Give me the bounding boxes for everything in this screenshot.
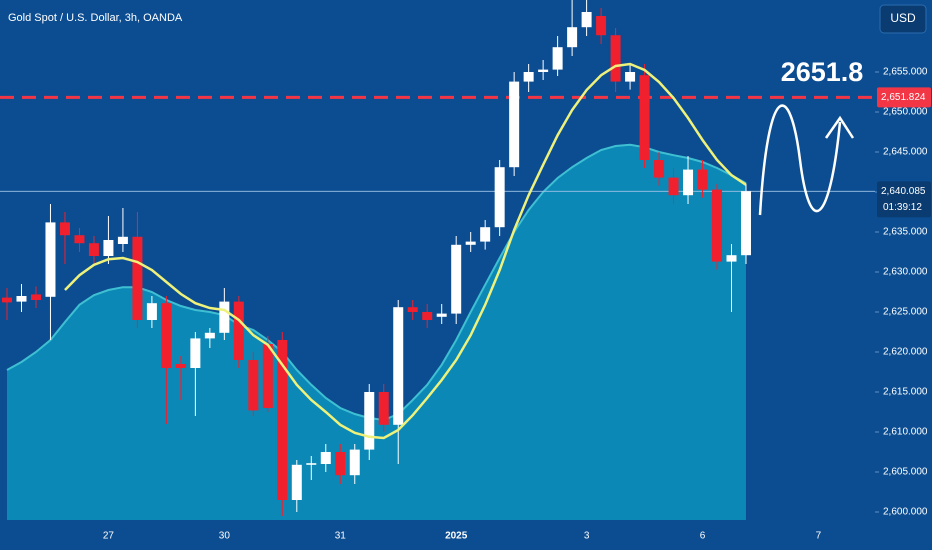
- candle-body: [480, 227, 491, 242]
- candle-body: [451, 244, 462, 314]
- candle-body: [45, 222, 56, 297]
- x-tick-label: 2025: [445, 531, 468, 542]
- candle-body: [190, 338, 201, 368]
- candle-body: [219, 301, 230, 333]
- candle-body: [335, 452, 346, 476]
- plot-area: [0, 0, 879, 521]
- candle-body: [146, 303, 157, 320]
- y-tick-label: 2,625.000: [883, 307, 928, 318]
- chart-title: Gold Spot / U.S. Dollar, 3h, OANDA: [8, 12, 183, 24]
- candle-body: [16, 296, 27, 302]
- y-tick-label: 2,620.000: [883, 347, 928, 358]
- candle-body: [697, 169, 708, 190]
- x-tick-label: 27: [103, 531, 115, 542]
- x-tick-label: 6: [700, 531, 706, 542]
- candle-body: [248, 360, 259, 411]
- candle-body: [103, 240, 114, 256]
- candle-body: [494, 167, 505, 228]
- candle-body: [364, 392, 375, 450]
- candle-body: [262, 344, 273, 408]
- candle-body: [175, 364, 186, 368]
- candle-body: [117, 236, 128, 244]
- arrow-head: [824, 115, 855, 139]
- candle-body: [204, 332, 215, 339]
- candle-body: [683, 169, 694, 196]
- y-tick-label: 2,600.000: [883, 507, 928, 518]
- y-tick-label: 2,655.000: [883, 67, 928, 78]
- x-tick-label: 7: [816, 531, 822, 542]
- projection-arrow: [758, 104, 842, 216]
- candle-body: [668, 177, 679, 196]
- x-tick-label: 31: [335, 531, 347, 542]
- candle-body: [407, 307, 418, 312]
- candle-body: [654, 160, 665, 178]
- candle-body: [132, 236, 143, 320]
- y-tick-label: 2,610.000: [883, 427, 928, 438]
- candle-body: [320, 452, 331, 464]
- y-tick-label: 2,605.000: [883, 467, 928, 478]
- price-tag-label: 2,640.085: [881, 186, 926, 197]
- annotation: 2651.8: [781, 57, 864, 87]
- candle-body: [509, 81, 520, 168]
- candle-body: [74, 235, 85, 244]
- candle-body: [88, 243, 99, 256]
- candle-body: [726, 255, 737, 262]
- y-tick-label: 2,635.000: [883, 227, 928, 238]
- y-tick-label: 2,630.000: [883, 267, 928, 278]
- candle-body: [625, 72, 636, 82]
- candle-body: [30, 294, 41, 300]
- x-tick-label: 30: [219, 531, 231, 542]
- candle-body: [596, 16, 607, 36]
- moving-average: [64, 62, 747, 440]
- candle-body: [465, 241, 476, 245]
- candle-body: [610, 35, 621, 82]
- candle-body: [393, 307, 404, 425]
- candle-body: [161, 303, 172, 368]
- indicator-area-edge: [6, 143, 747, 422]
- y-tick-label: 2,650.000: [883, 107, 928, 118]
- candle-body: [740, 191, 751, 256]
- candle-body: [378, 392, 389, 425]
- candle-body: [712, 189, 723, 262]
- price-tag: [877, 87, 931, 108]
- candle-body: [436, 313, 447, 317]
- candle-body: [59, 222, 70, 236]
- candle-body: [349, 449, 360, 476]
- candle-body: [277, 340, 288, 500]
- y-tick-label: 2,645.000: [883, 147, 928, 158]
- candle-body: [422, 312, 433, 320]
- countdown-label: 01:39:12: [883, 202, 922, 213]
- y-tick-label: 2,615.000: [883, 387, 928, 398]
- candle-body: [291, 464, 302, 500]
- currency-button[interactable]: [879, 4, 927, 34]
- candle-body: [639, 75, 650, 160]
- candle-body: [581, 12, 592, 28]
- price-tag: [877, 181, 931, 218]
- price-tag-label: 2,651.824: [881, 92, 926, 103]
- candle-body: [552, 47, 563, 70]
- x-tick-label: 3: [584, 531, 590, 542]
- candle-body: [2, 297, 12, 303]
- indicator-area: [7, 144, 746, 521]
- candle-body: [567, 27, 578, 48]
- candle-body: [538, 69, 549, 72]
- candle-body: [306, 463, 317, 465]
- candle-body: [523, 72, 534, 82]
- candle-body: [233, 301, 244, 360]
- currency-label[interactable]: USD: [890, 11, 916, 25]
